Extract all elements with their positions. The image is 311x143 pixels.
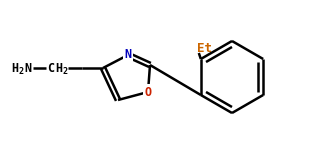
Text: O: O [144, 86, 151, 99]
Text: N: N [24, 61, 31, 75]
Text: H: H [11, 61, 18, 75]
Text: H: H [55, 61, 62, 75]
Text: N: N [124, 48, 132, 61]
Text: 2: 2 [19, 66, 24, 76]
Text: C: C [47, 61, 54, 75]
Text: Et: Et [197, 42, 212, 55]
Text: 2: 2 [63, 66, 68, 76]
